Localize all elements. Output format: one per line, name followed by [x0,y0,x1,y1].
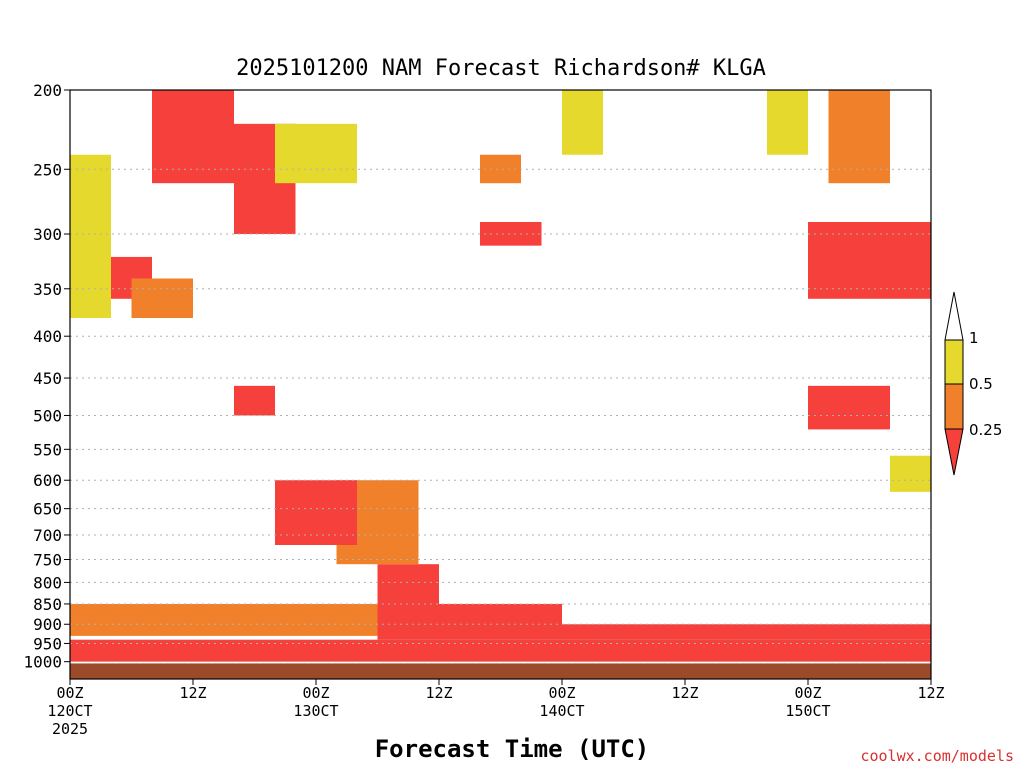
y-tick-label: 500 [33,406,62,425]
x-tick-label: 120CT [47,702,92,720]
ri-region-high [767,90,808,155]
chart-title: 2025101200 NAM Forecast Richardson# KLGA [236,56,766,81]
ri-region-low [562,624,931,640]
ri-region-low [234,385,275,416]
y-tick-label: 650 [33,500,62,519]
x-tick-label: 00Z [548,684,575,702]
y-tick-label: 750 [33,550,62,569]
x-tick-label: 12Z [671,684,698,702]
ri-region-low [152,90,234,184]
ri-region-mid [70,603,378,636]
y-tick-label: 300 [33,225,62,244]
x-tick-label: 00Z [302,684,329,702]
ri-region-low [275,480,357,545]
y-tick-label: 850 [33,595,62,614]
ri-region-low [808,385,890,430]
colorbar-legend: 1 0.5 0.25 [944,291,1002,476]
y-tick-label: 600 [33,471,62,490]
legend-bin-0.5-1 [944,339,964,385]
ri-region-low [377,564,439,640]
x-axis-title: Forecast Time (UTC) [375,735,650,763]
ri-region-high [275,123,357,184]
ri-region-mid [131,278,193,318]
x-tick-label: 12Z [917,684,944,702]
y-tick-label: 350 [33,280,62,299]
y-tick-label: 250 [33,160,62,179]
x-tick-label: 2025 [52,720,88,738]
plot-frame [69,89,932,680]
ri-region-high [70,154,111,318]
ri-region-low [439,603,562,640]
x-tick-label: 00Z [794,684,821,702]
ri-region-mid [828,90,890,184]
x-tick-label: 150CT [785,702,830,720]
y-tick-label: 400 [33,327,62,346]
ri-region-low [70,639,931,662]
y-tick-label: 450 [33,369,62,388]
legend-bin-0.25-0.5 [944,383,964,430]
legend-label: 0.5 [969,375,993,393]
y-axis: 200 250 300 350 400 450 500 550 600 650 700 750 800 8… [23,81,70,672]
y-tick-label: 700 [33,526,62,545]
legend-bin-below-0.25 [944,428,964,476]
ri-region-high [562,90,603,155]
y-tick-label: 550 [33,440,62,459]
y-tick-label: 950 [33,634,62,653]
legend-bin-above-1 [944,291,964,341]
x-tick-label: 00Z [56,684,83,702]
x-tick-label: 12Z [179,684,206,702]
y-tick-label: 1000 [23,653,62,672]
ground-strip [70,663,931,679]
ri-region-low [480,221,542,246]
legend-label: 0.25 [969,421,1002,439]
source-credit[interactable]: coolwx.com/models [860,747,1014,765]
x-tick-label: 140CT [539,702,584,720]
x-tick-label: 130CT [293,702,338,720]
ri-region-low [808,221,931,299]
x-tick-label: 12Z [425,684,452,702]
y-tick-label: 800 [33,573,62,592]
y-tick-label: 200 [33,81,62,100]
legend-label: 1 [969,329,979,347]
y-tick-label: 900 [33,615,62,634]
plot-area [70,90,931,679]
ri-region-high [890,455,931,492]
